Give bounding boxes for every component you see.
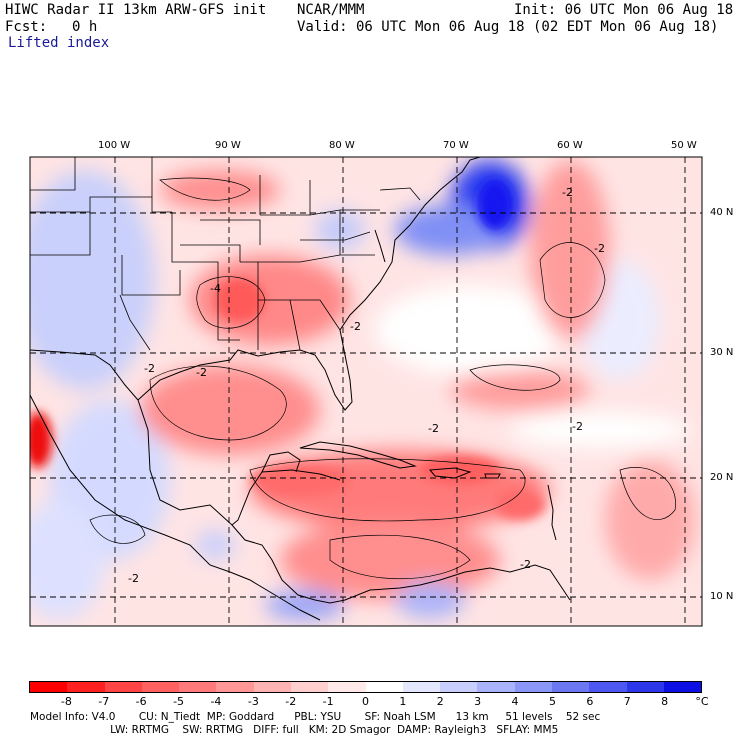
colorbar-cell [328, 682, 366, 692]
colorbar-tick-label: 0 [362, 695, 369, 708]
colorbar-tick-label: 1 [399, 695, 407, 708]
colorbar-cell [514, 682, 552, 692]
colorbar-tick-label: -3 [247, 695, 259, 708]
colorbar-cell [253, 682, 291, 692]
colorbar-cell [589, 682, 627, 692]
valid-time: Valid: 06 UTC Mon 06 Aug 18 (02 EDT Mon … [297, 19, 719, 35]
colorbar-unit: °C [695, 695, 709, 708]
strong-positive-core [477, 179, 513, 231]
colorbar-cell [626, 682, 664, 692]
latlon-grid [30, 157, 702, 626]
contour-label: -2 [128, 572, 139, 585]
colorbar-cell [365, 682, 403, 692]
colorbar-tick-label: 6 [586, 695, 594, 708]
colorbar-cell [290, 682, 329, 692]
coastline-layer [30, 157, 571, 621]
lon-label-60w: 60 W [557, 140, 583, 151]
contour-label: -2 [350, 320, 361, 333]
contour-label-layer: -4 -2 -2 -2 -2 -2 -2 -2 -2 -2 [128, 186, 605, 585]
fcst-value: 0 h [72, 19, 98, 35]
contour-label: -2 [594, 242, 605, 255]
lon-label-70w: 70 W [443, 140, 469, 151]
colorbar-cell [67, 682, 105, 692]
colorbar-cell [551, 682, 590, 692]
contour-label: -2 [428, 422, 439, 435]
fcst-label: Fcst: [5, 19, 48, 35]
colorbar-cell [440, 682, 478, 692]
contour-label: -2 [520, 558, 531, 571]
strong-negative-core [30, 412, 52, 468]
colorbar-cell [141, 682, 180, 692]
colorbar-tick-label: 3 [474, 695, 482, 708]
colorbar-tick-label: -7 [98, 695, 110, 708]
colorbar-cell [663, 682, 702, 692]
lat-label-40n: 40 N [710, 207, 734, 218]
contour-label: -2 [562, 186, 573, 199]
map-frame [29, 156, 703, 627]
contour-label: -2 [144, 362, 155, 375]
contour-label: -2 [196, 366, 207, 379]
colorbar-tick-label: -1 [322, 695, 334, 708]
org-label: NCAR/MMM [297, 2, 365, 18]
lat-label-10n: 10 N [710, 591, 734, 602]
colorbar-cell [216, 682, 254, 692]
lat-label-30n: 30 N [710, 347, 734, 358]
title-line: HIWC Radar II 13km ARW-GFS init [5, 2, 267, 18]
lon-label-50w: 50 W [671, 140, 697, 151]
colorbar-tick-label: 5 [548, 695, 556, 708]
colorbar-cell [179, 682, 217, 692]
colorbar-tick-label: -5 [173, 695, 185, 708]
field-name: Lifted index [8, 35, 110, 51]
colorbar-tick-label: 8 [661, 695, 669, 708]
lat-label-20n: 20 N [710, 472, 734, 483]
lon-label-100w: 100 W [98, 140, 131, 151]
colorbar-cell [477, 682, 515, 692]
lon-label-80w: 80 W [329, 140, 355, 151]
colorbar-cell [402, 682, 441, 692]
contour-lines [89, 177, 676, 579]
colorbar-tick-label: -8 [60, 695, 72, 708]
colorbar-tick-label: 7 [623, 695, 631, 708]
model-info-line1: Model Info: V4.0 CU: N_Tiedt MP: Goddard… [30, 711, 601, 723]
colorbar-cell [104, 682, 142, 692]
colorbar-tick-label: 4 [511, 695, 519, 708]
contour-label: -2 [572, 420, 583, 433]
colorbar [29, 681, 702, 693]
colorbar-tick-label: -4 [210, 695, 222, 708]
colorbar-tick-label: 2 [436, 695, 444, 708]
colorbar-cell [30, 682, 68, 692]
model-info-line2: LW: RRTMG SW: RRTMG DIFF: full KM: 2D Sm… [30, 724, 559, 736]
state-borders [30, 157, 421, 351]
colorbar-tick-label: -2 [285, 695, 297, 708]
contour-label: -4 [210, 282, 221, 295]
lon-label-90w: 90 W [215, 140, 241, 151]
init-time: Init: 06 UTC Mon 06 Aug 18 [514, 2, 734, 18]
colorbar-tick-label: -6 [135, 695, 147, 708]
